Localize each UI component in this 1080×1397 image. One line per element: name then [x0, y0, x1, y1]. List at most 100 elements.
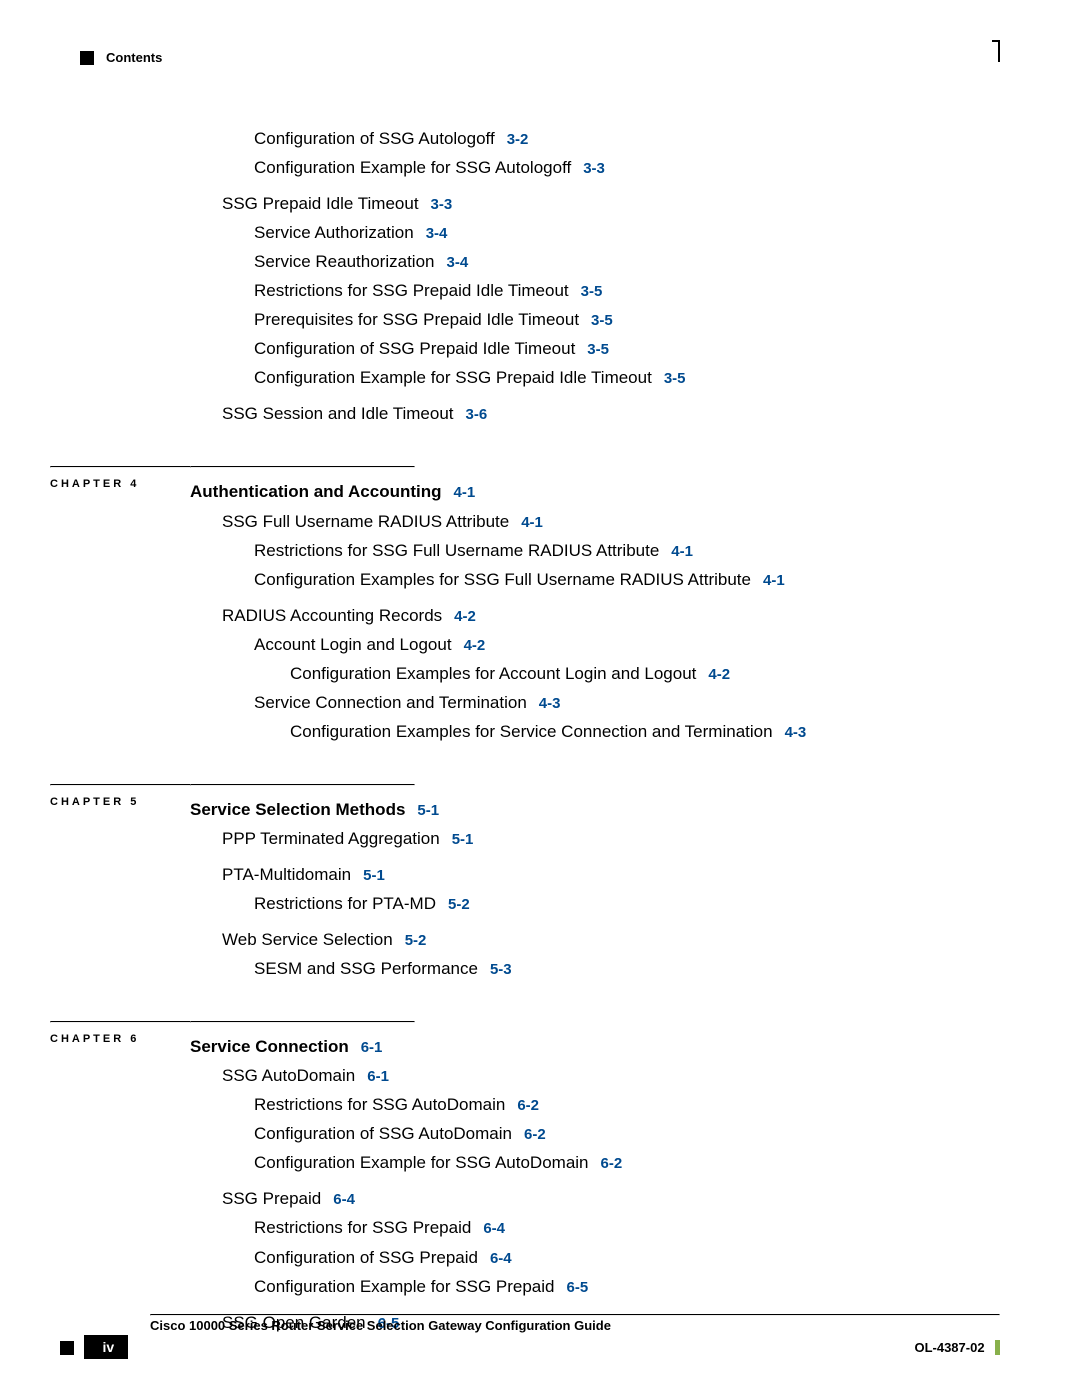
- chapter-title-row[interactable]: Authentication and Accounting4-1: [190, 466, 1000, 506]
- toc-entry[interactable]: PPP Terminated Aggregation 5-1: [222, 825, 1000, 853]
- toc-entry[interactable]: Account Login and Logout 4-2: [254, 631, 1000, 659]
- toc-page-ref: 4-1: [671, 543, 693, 560]
- footer-rule: [150, 1314, 1000, 1316]
- toc-entry-text: Restrictions for SSG AutoDomain: [254, 1095, 505, 1114]
- toc-entry[interactable]: Service Reauthorization 3-4: [254, 248, 1000, 276]
- toc-page-ref: 4-1: [521, 514, 543, 531]
- toc-entry[interactable]: Service Authorization3-4: [254, 219, 1000, 247]
- toc-page-ref: 5-1: [452, 831, 474, 848]
- chapter-label: CHAPTER 4: [50, 478, 139, 490]
- toc-entry[interactable]: Configuration of SSG Autologoff3-2: [254, 125, 1000, 153]
- toc-entry[interactable]: Configuration of SSG Prepaid 6-4: [254, 1244, 1000, 1272]
- toc-entry[interactable]: Restrictions for SSG Prepaid Idle Timeou…: [254, 277, 1000, 305]
- toc-entry-text: Restrictions for SSG Prepaid Idle Timeou…: [254, 281, 569, 300]
- toc-page-ref: 5-1: [363, 867, 385, 884]
- toc-entry-text: RADIUS Accounting Records: [222, 606, 442, 625]
- toc-page-ref: 6-5: [567, 1279, 589, 1296]
- toc-entry-text: SSG AutoDomain: [222, 1066, 355, 1085]
- toc-page-ref: 6-1: [367, 1068, 389, 1085]
- toc-entry[interactable]: Configuration Example for SSG AutoDomain…: [254, 1149, 1000, 1177]
- chapter-content-rule: [190, 1021, 415, 1023]
- header-marker-square: [80, 51, 94, 65]
- toc-page-ref: 3-3: [583, 160, 605, 177]
- toc-entry-text: Configuration of SSG Prepaid Idle Timeou…: [254, 339, 575, 358]
- toc-entry-text: SSG Prepaid: [222, 1189, 321, 1208]
- toc-entry[interactable]: SSG Session and Idle Timeout 3-6: [222, 400, 1000, 428]
- chapter-block: CHAPTER 4Authentication and Accounting4-…: [190, 466, 1000, 745]
- toc-page-ref: 3-6: [466, 406, 488, 423]
- toc-entry[interactable]: Configuration Example for SSG Prepaid Id…: [254, 364, 1000, 392]
- toc-entry[interactable]: Restrictions for SSG Prepaid6-4: [254, 1214, 1000, 1242]
- chapter-title: Service Selection Methods: [190, 800, 405, 819]
- chapter-page-ref: 6-1: [361, 1039, 383, 1056]
- toc-entry-text: Configuration Example for SSG Prepaid: [254, 1277, 555, 1296]
- doc-number-bar: [995, 1340, 1000, 1355]
- chapter-label-rule: [50, 466, 192, 468]
- toc-entry[interactable]: Configuration of SSG Prepaid Idle Timeou…: [254, 335, 1000, 363]
- toc-entry[interactable]: Restrictions for SSG AutoDomain 6-2: [254, 1091, 1000, 1119]
- toc-entry-text: Configuration of SSG Prepaid: [254, 1248, 478, 1267]
- toc-entry-text: SESM and SSG Performance: [254, 959, 478, 978]
- toc-entry[interactable]: Configuration of SSG AutoDomain6-2: [254, 1120, 1000, 1148]
- toc-page-ref: 3-4: [446, 254, 468, 271]
- toc-page-ref: 4-1: [763, 572, 785, 589]
- chapter-label-rule: [50, 1021, 192, 1023]
- toc-entry[interactable]: SSG Full Username RADIUS Attribute 4-1: [222, 508, 1000, 536]
- toc-entry[interactable]: Restrictions for PTA-MD5-2: [254, 890, 1000, 918]
- toc-entry[interactable]: Prerequisites for SSG Prepaid Idle Timeo…: [254, 306, 1000, 334]
- toc-entry-text: SSG Full Username RADIUS Attribute: [222, 512, 509, 531]
- toc-page-ref: 3-5: [664, 370, 686, 387]
- toc-entry-text: Configuration of SSG AutoDomain: [254, 1124, 512, 1143]
- toc-entry[interactable]: Configuration Example for SSG Autologoff…: [254, 154, 1000, 182]
- toc-page-ref: 6-4: [490, 1250, 512, 1267]
- toc-entry[interactable]: Restrictions for SSG Full Username RADIU…: [254, 537, 1000, 565]
- footer-left: iv: [60, 1339, 128, 1357]
- toc-entry[interactable]: PTA-Multidomain 5-1: [222, 861, 1000, 889]
- toc-entry-text: PTA-Multidomain: [222, 865, 351, 884]
- toc-page-ref: 3-5: [591, 312, 613, 329]
- toc-entry-text: Configuration Example for SSG Autologoff: [254, 158, 571, 177]
- toc-page-ref: 6-2: [517, 1097, 539, 1114]
- toc-entry[interactable]: Web Service Selection 5-2: [222, 926, 1000, 954]
- chapter-title: Authentication and Accounting: [190, 482, 442, 501]
- toc-entry-text: Restrictions for PTA-MD: [254, 894, 436, 913]
- toc-entry[interactable]: Configuration Examples for Account Login…: [290, 660, 1000, 688]
- toc-entry[interactable]: RADIUS Accounting Records 4-2: [222, 602, 1000, 630]
- toc-entry[interactable]: Configuration Example for SSG Prepaid 6-5: [254, 1273, 1000, 1301]
- chapter-title-row[interactable]: Service Selection Methods 5-1: [190, 784, 1000, 824]
- toc-page-ref: 4-2: [464, 637, 486, 654]
- toc-page-ref: 5-2: [405, 932, 427, 949]
- toc-entry-text: Service Reauthorization: [254, 252, 434, 271]
- toc-entry[interactable]: Service Connection and Termination4-3: [254, 689, 1000, 717]
- toc-page-ref: 4-3: [785, 724, 807, 741]
- chapter-block: CHAPTER 6Service Connection6-1SSG AutoDo…: [190, 1021, 1000, 1336]
- toc-entry[interactable]: Configuration Examples for Service Conne…: [290, 718, 1000, 746]
- toc-entry[interactable]: Configuration Examples for SSG Full User…: [254, 566, 1000, 594]
- toc-entry[interactable]: SSG Prepaid6-4: [222, 1185, 1000, 1213]
- toc-entry-text: Configuration Examples for Account Login…: [290, 664, 696, 683]
- chapter-block: CHAPTER 5Service Selection Methods5-1PPP…: [190, 784, 1000, 983]
- toc-entry-text: Configuration Examples for Service Conne…: [290, 722, 773, 741]
- toc-entry-text: Account Login and Logout: [254, 635, 452, 654]
- toc-entry-text: Restrictions for SSG Full Username RADIU…: [254, 541, 659, 560]
- chapter-page-ref: 5-1: [417, 802, 439, 819]
- toc-page-ref: 4-2: [708, 666, 730, 683]
- toc-entry-text: Web Service Selection: [222, 930, 393, 949]
- toc-entry-text: SSG Prepaid Idle Timeout: [222, 194, 419, 213]
- toc-page-ref: 6-4: [483, 1220, 505, 1237]
- chapter-title-row[interactable]: Service Connection6-1: [190, 1021, 1000, 1061]
- toc-entry[interactable]: SESM and SSG Performance 5-3: [254, 955, 1000, 983]
- toc-page-ref: 5-3: [490, 961, 512, 978]
- toc-page-ref: 3-4: [426, 225, 448, 242]
- chapter-label: CHAPTER 5: [50, 796, 139, 808]
- toc-entry-text: SSG Session and Idle Timeout: [222, 404, 454, 423]
- toc-page-ref: 3-5: [581, 283, 603, 300]
- toc-entry[interactable]: SSG AutoDomain 6-1: [222, 1062, 1000, 1090]
- toc-body: Configuration of SSG Autologoff3-2Config…: [190, 125, 1000, 1337]
- toc-entry-text: PPP Terminated Aggregation: [222, 829, 440, 848]
- toc-page-ref: 4-2: [454, 608, 476, 625]
- footer: Cisco 10000 Series Router Service Select…: [60, 1314, 1000, 1357]
- toc-page-ref: 4-3: [539, 695, 561, 712]
- toc-entry-text: Configuration of SSG Autologoff: [254, 129, 495, 148]
- toc-entry[interactable]: SSG Prepaid Idle Timeout3-3: [222, 190, 1000, 218]
